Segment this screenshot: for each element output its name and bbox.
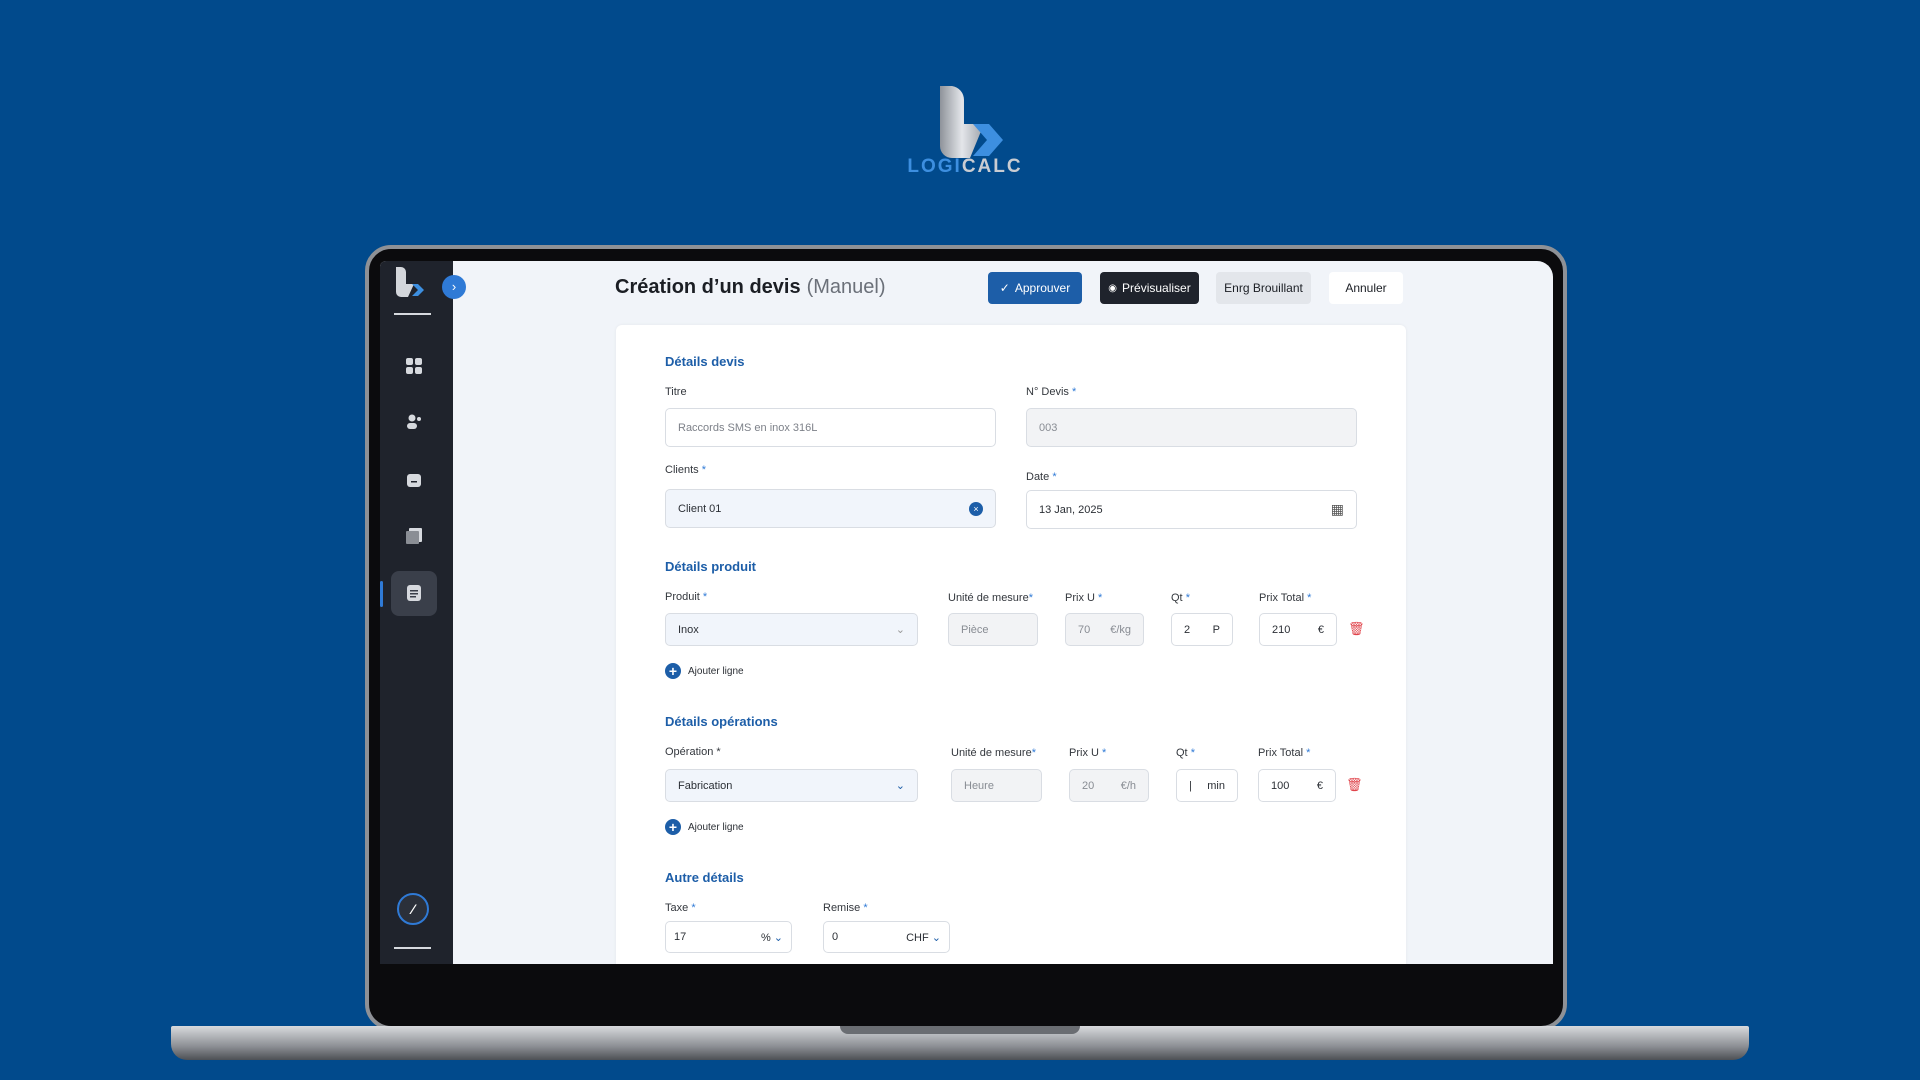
date-label: Date *: [1026, 471, 1057, 483]
section-title: Détails opérations: [665, 714, 778, 729]
section-title: Détails devis: [665, 354, 745, 369]
users-icon[interactable]: [402, 410, 426, 434]
chevron-down-icon: ⌄: [895, 780, 905, 792]
divider: [394, 947, 431, 949]
unite-input[interactable]: Pièce: [948, 613, 1038, 646]
document-icon: [402, 581, 426, 605]
plus-icon: +: [665, 819, 681, 835]
check-icon: ✓: [999, 281, 1010, 295]
prix-input[interactable]: 70 €/kg: [1065, 613, 1144, 646]
clients-select[interactable]: Client 01 ×: [665, 489, 996, 528]
save-draft-button[interactable]: Enrg Brouillant: [1216, 272, 1311, 304]
qt-input[interactable]: | min: [1176, 769, 1238, 802]
app-screen: › ⁄ Création d’un devis (Manuel) ✓ Approuv…: [380, 261, 1553, 964]
eye-icon: ◉: [1108, 282, 1118, 294]
taxe-label: Taxe *: [665, 902, 696, 914]
remise-input[interactable]: 0 CHF ⌄: [823, 921, 950, 953]
approve-button[interactable]: ✓ Approuver: [988, 272, 1082, 304]
clear-icon[interactable]: ×: [969, 501, 983, 516]
logicalc-logo: [895, 84, 1035, 184]
unite-label: Unité de mesure*: [951, 747, 1036, 759]
sidebar: › ⁄: [380, 261, 466, 964]
trash-icon[interactable]: 🗑: [1346, 777, 1363, 792]
expand-sidebar-button[interactable]: ›: [442, 275, 466, 299]
numero-label: N° Devis *: [1026, 386, 1077, 398]
chevron-down-icon[interactable]: ⌄: [773, 931, 783, 944]
qt-label: Qt *: [1171, 592, 1190, 604]
page-title: Création d’un devis (Manuel): [615, 276, 886, 298]
total-label: Prix Total *: [1258, 747, 1311, 759]
add-line-button[interactable]: + Ajouter ligne: [665, 819, 744, 835]
operation-label: Opération *: [665, 746, 721, 758]
titre-label: Titre: [665, 386, 687, 398]
remise-label: Remise *: [823, 902, 868, 914]
titre-input[interactable]: Raccords SMS en inox 316L: [665, 408, 996, 447]
plus-icon: +: [665, 663, 681, 679]
calendar-icon[interactable]: ▦: [1330, 501, 1344, 517]
qt-label: Qt *: [1176, 747, 1195, 759]
total-input[interactable]: 100 €: [1258, 769, 1336, 802]
operation-select[interactable]: Fabrication ⌄: [665, 769, 918, 802]
book-icon[interactable]: [402, 524, 426, 548]
section-title: Autre détails: [665, 870, 744, 885]
date-input[interactable]: 13 Jan, 2025 ▦: [1026, 490, 1357, 529]
section-title: Détails produit: [665, 559, 757, 574]
preview-button[interactable]: ◉ Prévisualiser: [1100, 272, 1199, 304]
add-line-button[interactable]: + Ajouter ligne: [665, 663, 744, 679]
unite-label: Unité de mesure*: [948, 592, 1033, 604]
total-input[interactable]: 210 €: [1259, 613, 1337, 646]
cancel-button[interactable]: Annuler: [1329, 272, 1403, 304]
unite-input[interactable]: Heure: [951, 769, 1042, 802]
prix-label: Prix U *: [1069, 747, 1107, 759]
user-avatar[interactable]: ⁄: [397, 893, 429, 925]
numero-input[interactable]: 003: [1026, 408, 1357, 447]
total-label: Prix Total *: [1259, 592, 1312, 604]
dashboard-grid-icon[interactable]: [402, 354, 426, 378]
prix-input[interactable]: 20 €/h: [1069, 769, 1149, 802]
produit-label: Produit *: [665, 591, 708, 603]
prix-label: Prix U *: [1065, 592, 1103, 604]
produit-select[interactable]: Inox ⌄: [665, 613, 918, 646]
taxe-input[interactable]: 17% ⌄: [665, 921, 792, 953]
clients-label: Clients *: [665, 464, 706, 476]
trash-icon[interactable]: 🗑: [1348, 621, 1365, 636]
sidebar-active-indicator: [380, 581, 383, 607]
logo-wordmark: LOGICALC: [907, 156, 1023, 177]
app-logo-icon: [396, 267, 424, 297]
divider: [394, 313, 431, 315]
chevron-down-icon: ⌄: [895, 624, 905, 636]
folder-icon[interactable]: [402, 468, 426, 492]
laptop-notch: [840, 1026, 1080, 1034]
chevron-down-icon[interactable]: ⌄: [931, 931, 941, 944]
